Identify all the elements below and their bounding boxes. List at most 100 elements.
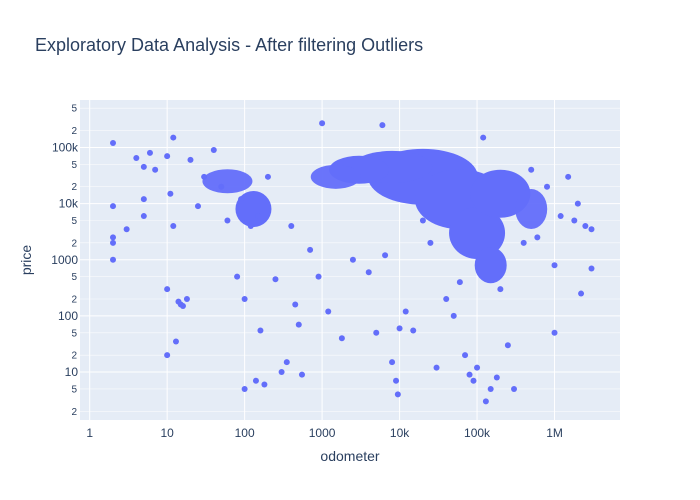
dense-cluster bbox=[470, 169, 531, 218]
scatter-point bbox=[373, 329, 380, 336]
scatter-point bbox=[179, 303, 186, 310]
scatter-point bbox=[582, 222, 589, 229]
scatter-point bbox=[110, 203, 117, 210]
scatter-point bbox=[480, 134, 487, 141]
scatter-point bbox=[288, 222, 295, 229]
scatter-point bbox=[194, 203, 201, 210]
scatter-point bbox=[110, 234, 117, 241]
scatter-point bbox=[396, 325, 403, 332]
x-axis-ticks: 1 10 100 1000 10k 100k 1M bbox=[86, 426, 563, 440]
scatter-point bbox=[140, 213, 147, 220]
dense-cluster bbox=[310, 164, 361, 189]
y-axis-title: price bbox=[18, 245, 34, 276]
scatter-point bbox=[292, 301, 299, 308]
scatter-point bbox=[571, 217, 578, 224]
scatter-point bbox=[218, 183, 225, 190]
scatter-point bbox=[201, 173, 208, 180]
scatter-point bbox=[511, 385, 518, 392]
y-axis-ticks: 10 100 1000 10k 100k 2 5 2 5 2 5 2 5 2 5 2 5 bbox=[51, 104, 79, 418]
dense-cluster bbox=[474, 247, 507, 284]
x-tick-label: 100k bbox=[464, 426, 491, 440]
scatter-point bbox=[474, 364, 481, 371]
scatter-point bbox=[110, 140, 117, 147]
scatter-point bbox=[123, 226, 130, 233]
scatter-point bbox=[482, 398, 489, 405]
scatter-point bbox=[278, 369, 285, 376]
x-tick-label: 1M bbox=[546, 426, 563, 440]
scatter-point bbox=[140, 163, 147, 170]
x-tick-label: 10k bbox=[390, 426, 410, 440]
chart-title: Exploratory Data Analysis - After filter… bbox=[35, 35, 423, 55]
scatter-point bbox=[170, 222, 177, 229]
y-minor-tick-label: 2 bbox=[71, 238, 77, 249]
scatter-point bbox=[298, 371, 305, 378]
scatter-point bbox=[261, 381, 268, 388]
y-minor-tick-label: 2 bbox=[71, 126, 77, 137]
scatter-point bbox=[164, 153, 171, 160]
y-minor-tick-label: 5 bbox=[71, 272, 77, 283]
scatter-point bbox=[187, 156, 194, 163]
x-axis-title: odometer bbox=[320, 448, 379, 464]
y-minor-tick-label: 5 bbox=[71, 384, 77, 395]
scatter-point bbox=[402, 308, 409, 315]
scatter-point bbox=[487, 385, 494, 392]
scatter-point bbox=[295, 321, 302, 328]
scatter-point bbox=[528, 166, 535, 173]
scatter-point bbox=[252, 377, 259, 384]
scatter-point bbox=[557, 213, 564, 220]
scatter-point bbox=[520, 239, 527, 246]
point-cloud bbox=[202, 148, 548, 284]
scatter-point bbox=[379, 122, 386, 129]
scatter-point bbox=[588, 226, 595, 233]
scatter-point bbox=[238, 196, 245, 203]
y-minor-tick-label: 5 bbox=[71, 160, 77, 171]
scatter-point bbox=[466, 371, 473, 378]
x-tick-label: 100 bbox=[235, 426, 255, 440]
scatter-point bbox=[152, 166, 159, 173]
dense-cluster bbox=[515, 189, 548, 230]
scatter-point bbox=[172, 338, 179, 345]
scatter-point bbox=[183, 296, 190, 303]
scatter-point bbox=[544, 183, 551, 190]
scatter-point bbox=[264, 173, 271, 180]
scatter-point bbox=[551, 262, 558, 269]
scatter-point bbox=[338, 335, 345, 342]
scatter-point bbox=[164, 352, 171, 359]
scatter-point bbox=[450, 312, 457, 319]
x-tick-label: 1 bbox=[86, 426, 93, 440]
scatter-point bbox=[224, 217, 231, 224]
y-minor-tick-label: 2 bbox=[71, 182, 77, 193]
scatter-point bbox=[315, 273, 322, 280]
scatter-point bbox=[497, 286, 504, 293]
dense-cluster bbox=[449, 206, 506, 259]
scatter-point bbox=[470, 377, 477, 384]
scatter-point bbox=[255, 213, 262, 220]
scatter-point bbox=[164, 286, 171, 293]
scatter-point bbox=[170, 134, 177, 141]
y-tick-label: 10 bbox=[65, 365, 79, 379]
scatter-point bbox=[307, 246, 314, 253]
scatter-point bbox=[146, 149, 153, 156]
scatter-point bbox=[247, 222, 254, 229]
y-minor-tick-label: 2 bbox=[71, 407, 77, 418]
scatter-point bbox=[443, 296, 450, 303]
scatter-point bbox=[456, 279, 463, 286]
scatter-point bbox=[393, 377, 400, 384]
scatter-point bbox=[234, 273, 241, 280]
scatter-point bbox=[578, 290, 585, 297]
scatter-point bbox=[133, 154, 140, 161]
scatter-point bbox=[419, 217, 426, 224]
scatter-point bbox=[574, 200, 581, 207]
y-minor-tick-label: 2 bbox=[71, 351, 77, 362]
scatter-point bbox=[349, 256, 356, 263]
y-tick-label: 1000 bbox=[51, 253, 78, 267]
scatter-point bbox=[110, 256, 117, 263]
scatter-point bbox=[565, 173, 572, 180]
scatter-point bbox=[462, 352, 469, 359]
scatter-point bbox=[427, 239, 434, 246]
dense-cluster bbox=[202, 169, 253, 194]
scatter-point bbox=[241, 385, 248, 392]
scatter-point bbox=[325, 308, 332, 315]
scatter-point bbox=[389, 359, 396, 366]
y-minor-tick-label: 2 bbox=[71, 295, 77, 306]
